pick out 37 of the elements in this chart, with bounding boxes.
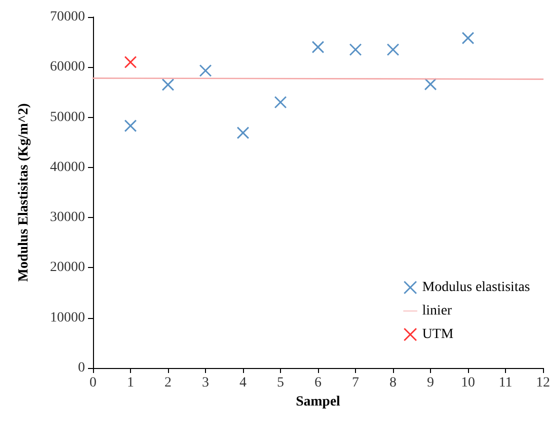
x-tick-label: 3 bbox=[202, 376, 209, 390]
x-tick-label: 7 bbox=[352, 376, 359, 390]
legend-label: Modulus elastisitas bbox=[422, 280, 530, 295]
point bbox=[162, 78, 174, 91]
y-axis-title: Modulus Elastisitas (Kg/m^2) bbox=[16, 102, 32, 282]
point bbox=[274, 96, 287, 108]
x-tick-label: 10 bbox=[461, 376, 475, 390]
point bbox=[462, 32, 474, 44]
x-tick-label: 4 bbox=[240, 376, 246, 390]
y-tick-label: 40000 bbox=[50, 160, 85, 175]
x-tick-label: 8 bbox=[390, 376, 396, 390]
x-tick-label: 9 bbox=[427, 376, 434, 390]
x-tick-label: 12 bbox=[536, 376, 550, 390]
point bbox=[199, 64, 212, 77]
y-tick-label: 0 bbox=[78, 360, 85, 376]
point bbox=[124, 56, 137, 68]
point bbox=[349, 43, 362, 56]
x-tick-label: 11 bbox=[498, 376, 512, 390]
x-tick-label: 0 bbox=[90, 376, 96, 390]
x-axis-title: Sampel bbox=[296, 394, 340, 410]
y-tick-label: 70000 bbox=[50, 10, 85, 24]
x-tick-label: 1 bbox=[127, 376, 134, 390]
point bbox=[424, 78, 437, 90]
point bbox=[124, 120, 137, 132]
y-tick-label: 60000 bbox=[50, 60, 85, 75]
x-tick-label: 5 bbox=[277, 376, 284, 390]
y-tick-label: 30000 bbox=[50, 210, 85, 226]
point bbox=[312, 40, 324, 54]
y-tick-label: 10000 bbox=[50, 310, 85, 326]
legend-label: linier bbox=[422, 304, 452, 318]
point bbox=[236, 126, 250, 140]
y-tick-label: 20000 bbox=[50, 260, 85, 276]
legend-label: UTM bbox=[422, 327, 454, 342]
x-tick-label: 2 bbox=[164, 376, 172, 390]
x-tick-label: 6 bbox=[314, 376, 322, 390]
y-tick-label: 50000 bbox=[50, 110, 85, 125]
point bbox=[386, 43, 400, 56]
